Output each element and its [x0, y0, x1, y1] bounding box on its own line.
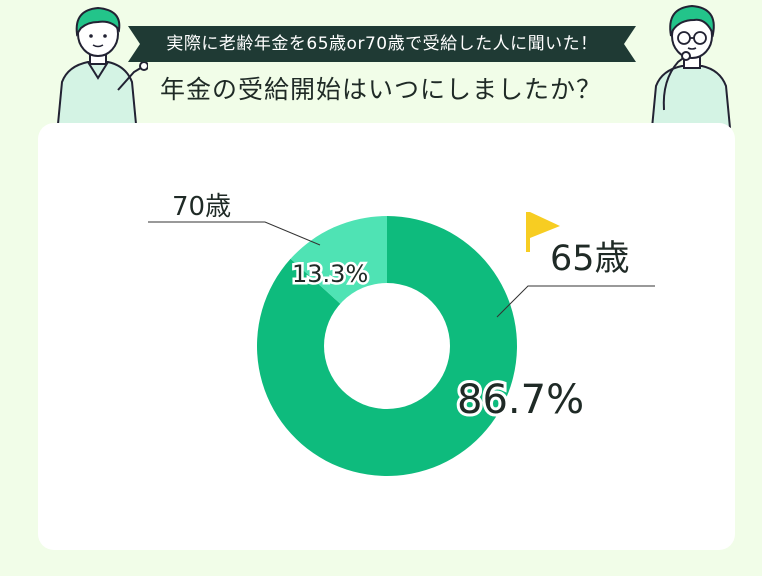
leader-line-70	[148, 221, 321, 246]
leader-line-65	[496, 285, 655, 318]
donut-hole	[324, 283, 450, 409]
value-label-65: 86.7%	[457, 377, 584, 423]
flag-icon	[526, 212, 560, 252]
banner-text: 実際に老齢年金を65歳or70歳で受給した人に聞いた！	[166, 34, 598, 54]
category-label-65: 65歳	[550, 239, 630, 279]
person-left-icon	[56, 6, 148, 124]
header-banner: 実際に老齢年金を65歳or70歳で受給した人に聞いた！	[128, 26, 636, 62]
category-label-70: 70歳	[172, 192, 231, 222]
banner-ribbon-shape	[128, 26, 636, 62]
value-label-70: 13.3%	[292, 260, 368, 288]
person-right-icon	[650, 4, 732, 128]
person-pointing-illustration	[56, 6, 148, 124]
person-thinking-illustration	[650, 4, 732, 128]
page-title: 年金の受給開始はいつにしましたか？	[159, 75, 602, 104]
